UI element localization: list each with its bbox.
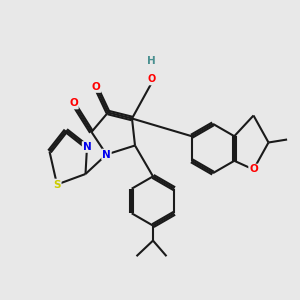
Text: N: N <box>102 149 111 160</box>
Text: H: H <box>147 56 156 67</box>
Text: O: O <box>249 164 258 175</box>
Text: S: S <box>53 179 61 190</box>
Text: O: O <box>147 74 156 85</box>
Text: N: N <box>82 142 91 152</box>
Text: O: O <box>69 98 78 109</box>
Text: O: O <box>92 82 100 92</box>
